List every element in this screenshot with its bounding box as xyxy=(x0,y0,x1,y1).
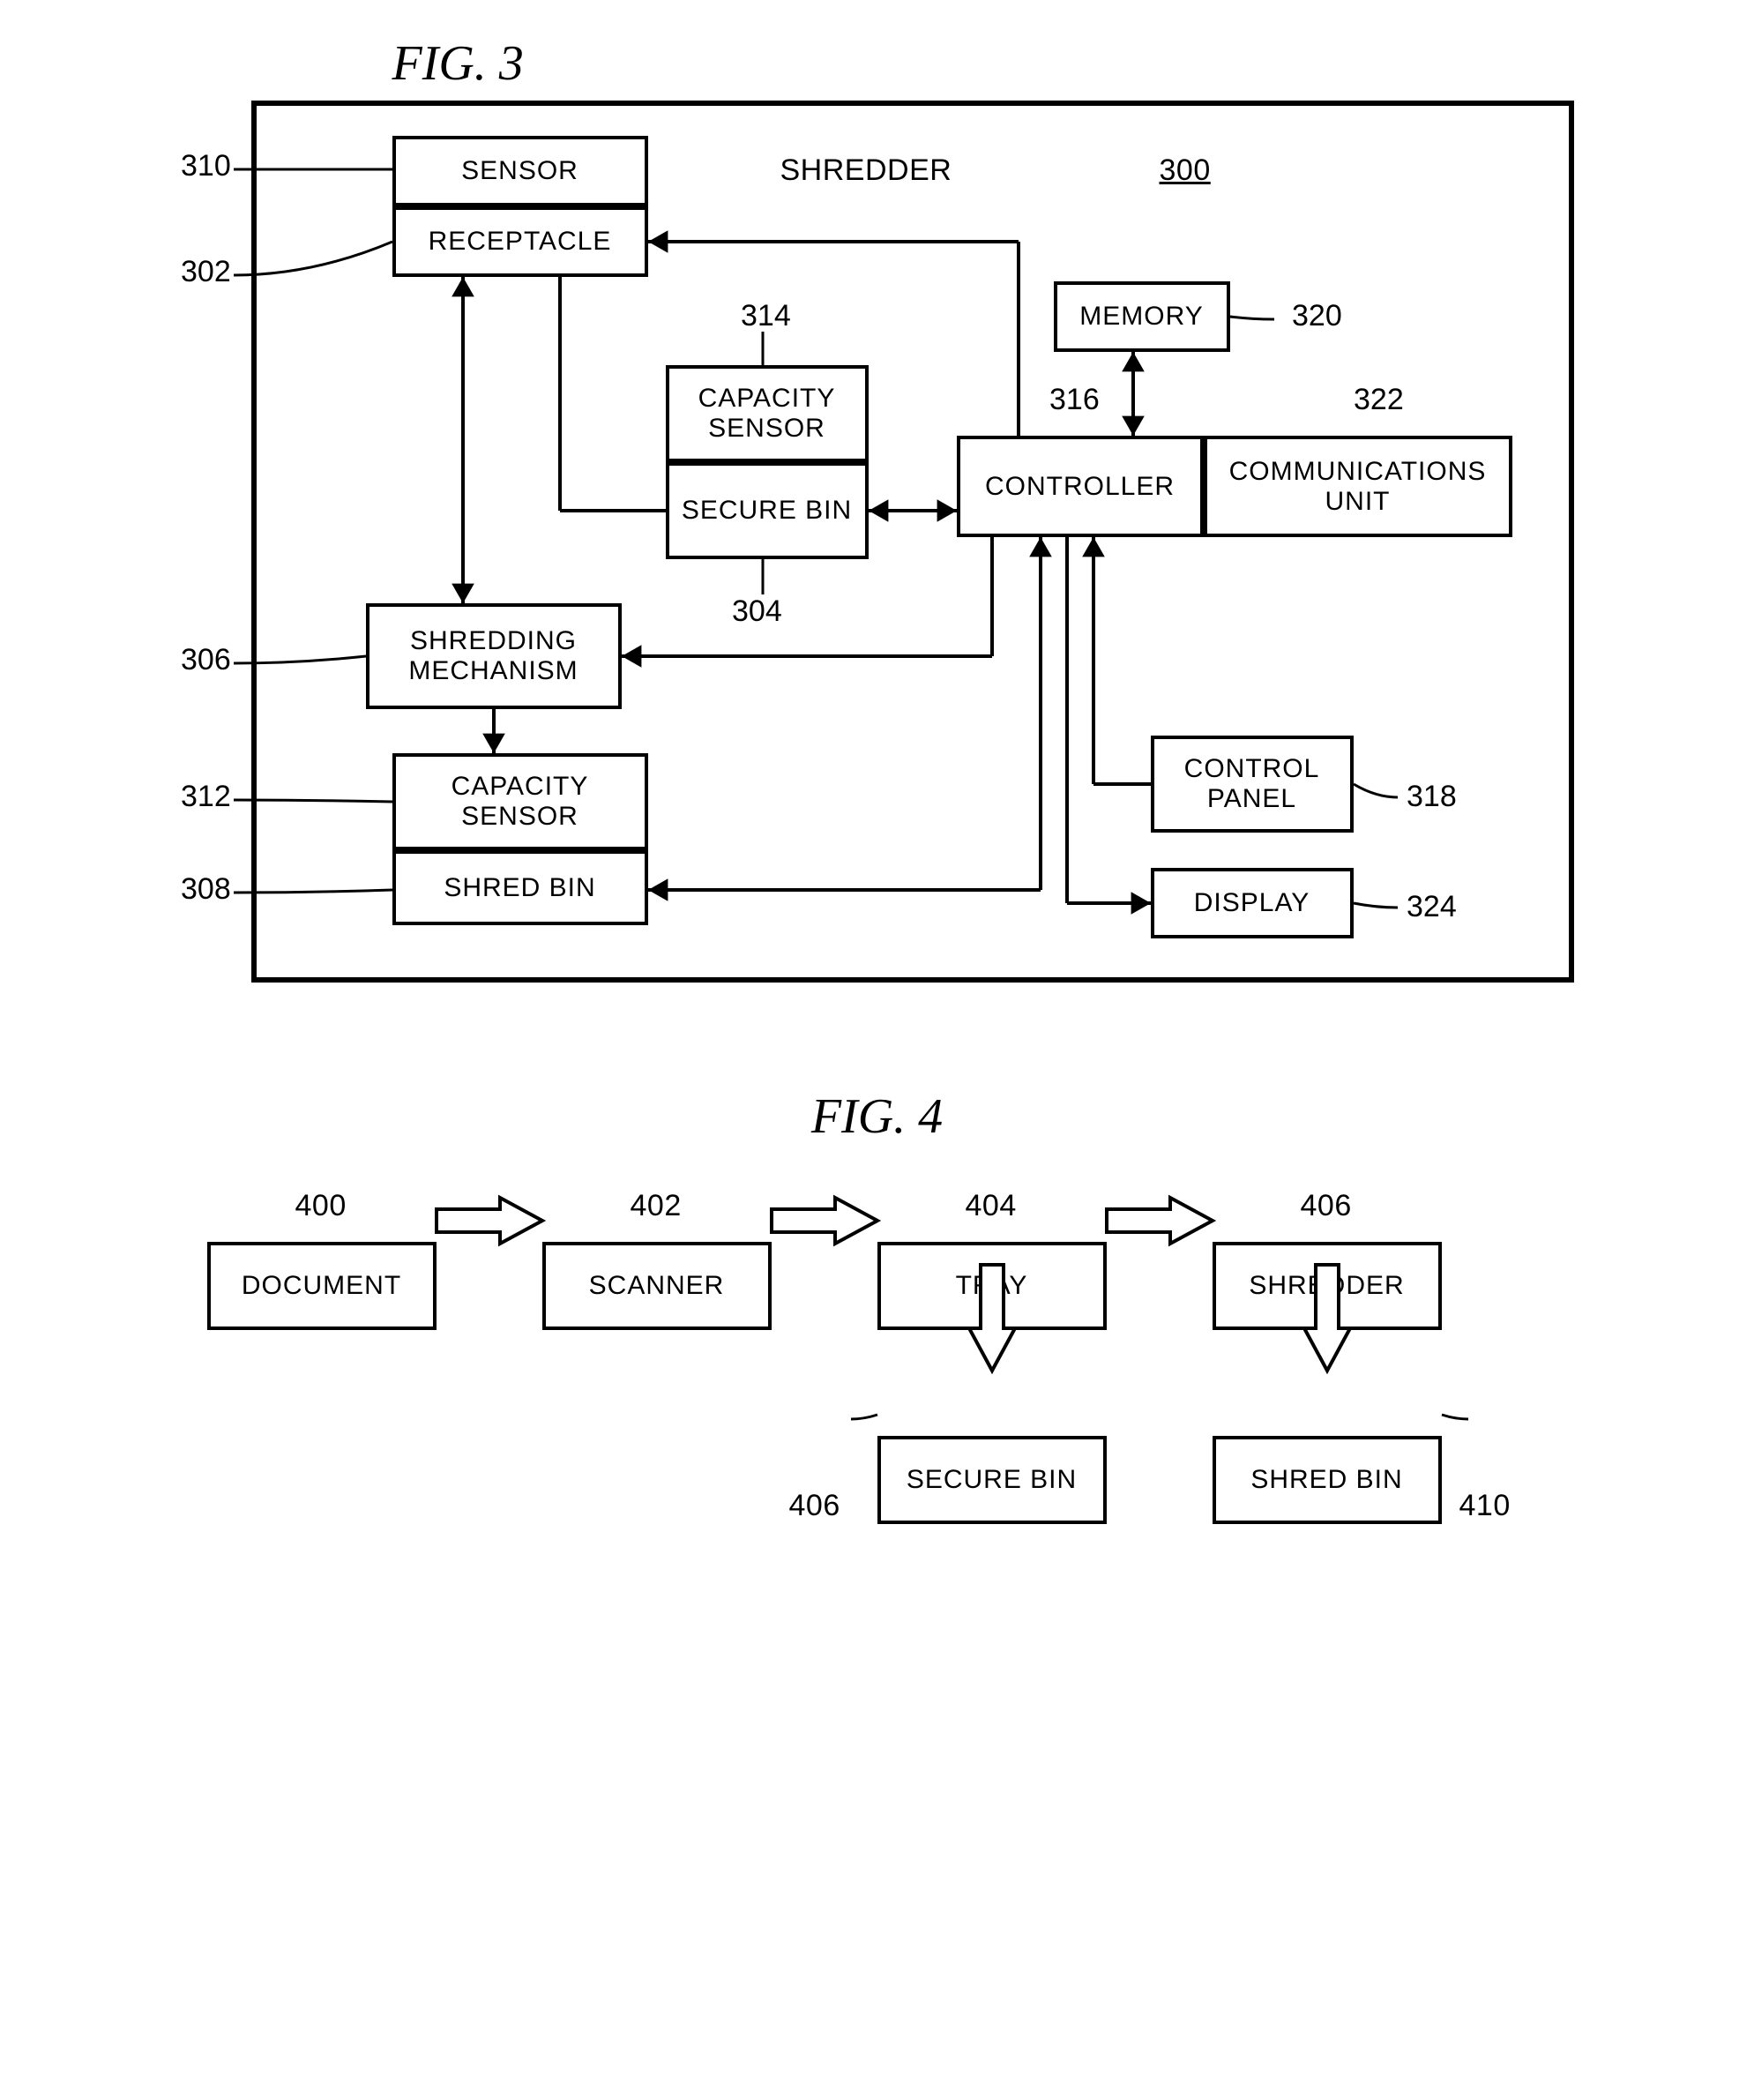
fig4-scanner-box: SCANNER xyxy=(542,1242,772,1330)
fig3-title: FIG. 3 xyxy=(392,35,1592,92)
fig4-securebin-box: SECURE BIN xyxy=(877,1436,1107,1524)
fig4-scanner-ref: 402 xyxy=(631,1189,682,1223)
secure-bin-box: SECURE BIN xyxy=(666,462,869,559)
figure-4: FIG. 4 DOCUMENT 400 SCANNER 402 TRAY 404 SHRED… xyxy=(163,1088,1592,1559)
svg-text:302: 302 xyxy=(181,255,231,288)
svg-text:306: 306 xyxy=(181,643,231,676)
communications-unit-box: COMMUNICATIONS UNIT xyxy=(1204,436,1512,537)
capacity-sensor-secure-box: CAPACITY SENSOR xyxy=(666,365,869,462)
fig4-shredbin-box: SHRED BIN xyxy=(1213,1436,1442,1524)
fig4-canvas: DOCUMENT 400 SCANNER 402 TRAY 404 SHREDDER 406 S… xyxy=(172,1154,1583,1559)
capacity-sensor-shred-box: CAPACITY SENSOR xyxy=(392,753,648,850)
receptacle-box: RECEPTACLE xyxy=(392,206,648,277)
fig4-securebin-ref: 406 xyxy=(789,1489,840,1523)
display-box: DISPLAY xyxy=(1151,868,1354,938)
fig4-shredbin-ref: 410 xyxy=(1459,1489,1511,1523)
control-panel-box: CONTROL PANEL xyxy=(1151,736,1354,833)
fig4-document-ref: 400 xyxy=(295,1189,347,1223)
fig4-shredder-box: SHREDDER xyxy=(1213,1242,1442,1330)
fig4-document-box: DOCUMENT xyxy=(207,1242,437,1330)
fig4-tray-ref: 404 xyxy=(966,1189,1017,1223)
fig4-shredder-ref: 406 xyxy=(1301,1189,1352,1223)
fig3-outer-label: SHREDDER xyxy=(780,153,952,188)
shred-bin-box: SHRED BIN xyxy=(392,850,648,925)
svg-text:310: 310 xyxy=(181,149,231,183)
svg-text:308: 308 xyxy=(181,872,231,906)
controller-box: CONTROLLER xyxy=(957,436,1204,537)
figure-3: FIG. 3 SHREDDER 300 SENSORRECEPTACLE CAPA… xyxy=(163,35,1592,983)
memory-box: MEMORY xyxy=(1054,281,1230,352)
fig3-canvas: SHREDDER 300 SENSORRECEPTACLE CAPACITY SE… xyxy=(251,101,1574,983)
shredding-mechanism-box: SHREDDING MECHANISM xyxy=(366,603,622,709)
svg-text:312: 312 xyxy=(181,780,231,813)
fig3-outer-ref: 300 xyxy=(1160,153,1211,188)
fig4-tray-box: TRAY xyxy=(877,1242,1107,1330)
fig4-title: FIG. 4 xyxy=(163,1088,1592,1145)
sensor-box: SENSOR xyxy=(392,136,648,206)
